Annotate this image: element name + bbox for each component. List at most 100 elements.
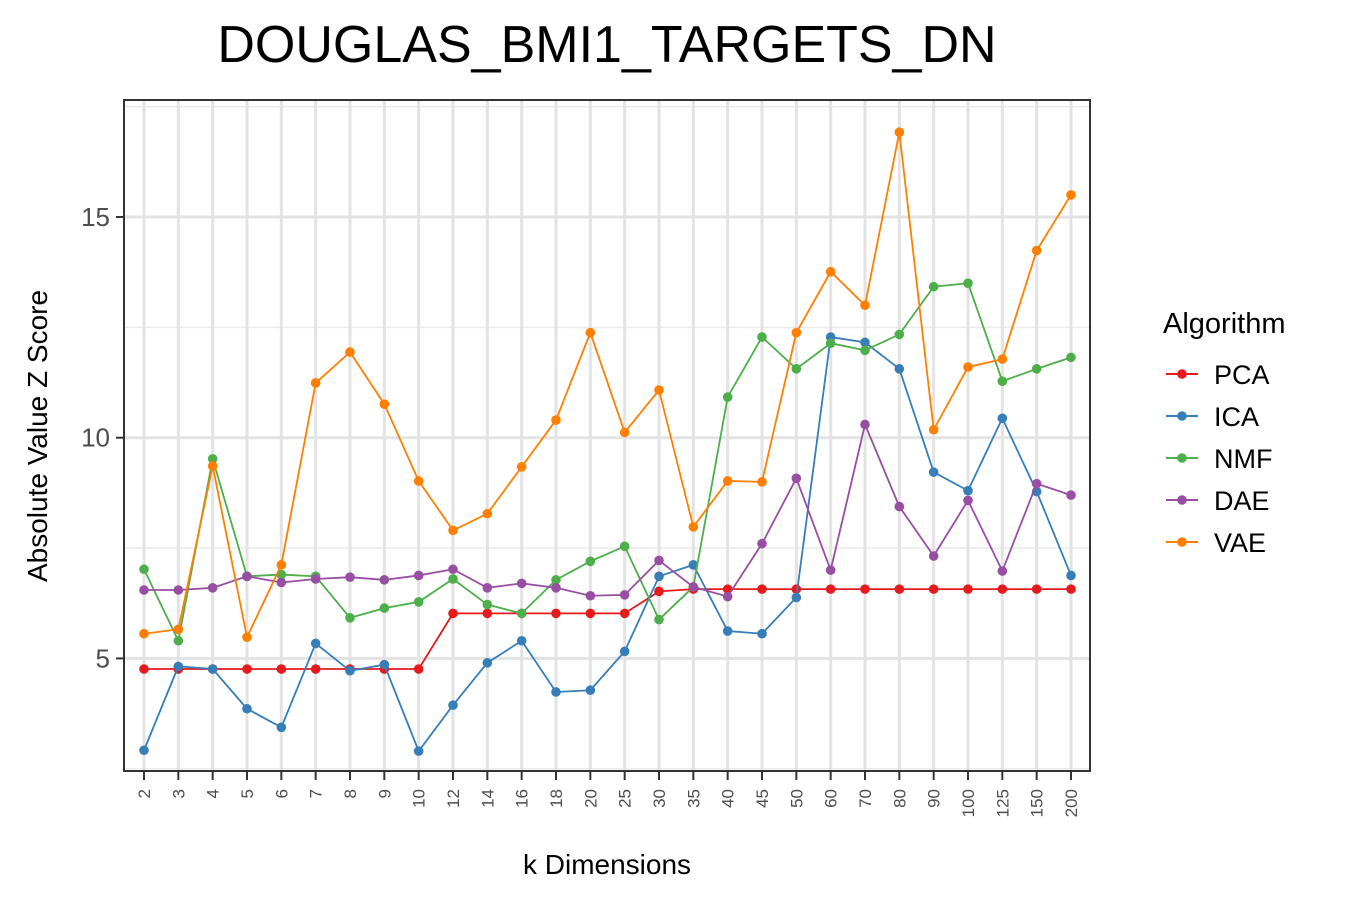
data-point-dae bbox=[310, 574, 321, 584]
data-point-nmf bbox=[585, 556, 596, 567]
data-point-dae bbox=[482, 582, 493, 593]
y-tick-label: 5 bbox=[96, 643, 110, 673]
data-point-vae bbox=[894, 127, 905, 138]
x-axis-label: k Dimensions bbox=[523, 849, 691, 880]
x-tick-label: 200 bbox=[1062, 789, 1081, 817]
data-point-vae bbox=[619, 427, 630, 438]
data-point-ica bbox=[997, 413, 1008, 424]
data-point-pca bbox=[551, 608, 561, 619]
data-point-pca bbox=[139, 664, 149, 674]
legend-key-point-dae bbox=[1177, 495, 1187, 505]
x-tick-label: 18 bbox=[547, 789, 566, 808]
data-point-vae bbox=[345, 347, 355, 357]
data-point-dae bbox=[963, 495, 973, 506]
x-tick-label: 9 bbox=[375, 789, 394, 798]
data-point-ica bbox=[242, 703, 252, 714]
x-tick-label: 4 bbox=[204, 789, 223, 798]
data-point-dae bbox=[139, 585, 149, 595]
data-point-nmf bbox=[448, 574, 458, 584]
data-point-ica bbox=[654, 571, 664, 582]
data-point-nmf bbox=[894, 329, 905, 340]
data-point-ica bbox=[894, 364, 905, 374]
data-point-vae bbox=[482, 508, 493, 519]
data-point-dae bbox=[825, 565, 836, 575]
series-line-vae bbox=[143, 132, 1072, 641]
data-point-vae bbox=[310, 378, 321, 388]
series-line-nmf bbox=[143, 282, 1072, 644]
y-axis: 5 10 15 bbox=[81, 202, 124, 673]
data-point-pca bbox=[963, 584, 973, 594]
data-point-ica bbox=[345, 665, 355, 676]
data-point-pca bbox=[448, 608, 458, 619]
x-tick-label: 40 bbox=[719, 789, 738, 808]
data-point-dae bbox=[585, 590, 596, 601]
data-point-ica bbox=[551, 687, 561, 697]
plot-panel-border bbox=[123, 99, 1091, 772]
series-line-pca bbox=[144, 588, 1071, 670]
data-point-pca bbox=[1031, 584, 1042, 594]
data-point-pca bbox=[997, 584, 1008, 594]
data-point-dae bbox=[207, 582, 218, 593]
data-point-vae bbox=[963, 362, 973, 372]
data-point-nmf bbox=[345, 613, 355, 623]
series-layer bbox=[139, 127, 1076, 756]
data-point-dae bbox=[1031, 478, 1042, 489]
data-point-vae bbox=[173, 624, 184, 635]
legend-title: Algorithm bbox=[1163, 308, 1286, 340]
data-point-dae bbox=[413, 570, 424, 581]
data-point-ica bbox=[688, 560, 699, 570]
data-point-pca bbox=[242, 664, 252, 674]
legend-items: PCA ICA NMF DAE VAE bbox=[1166, 360, 1272, 558]
data-point-ica bbox=[963, 485, 973, 496]
data-point-pca bbox=[757, 584, 767, 594]
data-point-nmf bbox=[654, 614, 664, 625]
data-point-dae bbox=[551, 582, 561, 593]
x-tick-label: 20 bbox=[581, 789, 600, 808]
data-point-ica bbox=[757, 628, 767, 639]
data-point-nmf bbox=[1066, 352, 1076, 363]
data-point-ica bbox=[1066, 570, 1076, 581]
data-point-nmf bbox=[619, 541, 630, 552]
data-point-vae bbox=[516, 462, 527, 472]
data-point-dae bbox=[997, 566, 1008, 576]
data-point-ica bbox=[448, 700, 458, 711]
x-tick-label: 35 bbox=[684, 789, 703, 808]
data-point-pca bbox=[654, 586, 664, 597]
data-point-dae bbox=[860, 419, 870, 430]
data-point-ica bbox=[482, 658, 493, 668]
data-point-nmf bbox=[173, 635, 184, 646]
legend-label-ica: ICA bbox=[1214, 402, 1259, 432]
data-point-nmf bbox=[722, 392, 733, 402]
data-point-nmf bbox=[551, 575, 561, 585]
data-point-dae bbox=[173, 585, 184, 595]
data-point-ica bbox=[139, 745, 149, 756]
data-point-pca bbox=[894, 584, 905, 594]
data-point-nmf bbox=[482, 599, 493, 610]
data-point-dae bbox=[242, 571, 252, 582]
data-point-ica bbox=[860, 337, 870, 348]
data-point-ica bbox=[722, 626, 733, 636]
x-tick-label: 50 bbox=[787, 789, 806, 808]
x-tick-label: 150 bbox=[1028, 789, 1047, 817]
data-point-nmf bbox=[139, 564, 149, 575]
x-tick-label: 70 bbox=[856, 789, 875, 808]
data-point-pca bbox=[310, 664, 321, 674]
data-point-nmf bbox=[516, 608, 527, 619]
data-point-vae bbox=[997, 354, 1008, 364]
data-point-dae bbox=[1066, 490, 1076, 500]
legend-label-vae: VAE bbox=[1214, 528, 1266, 558]
legend-label-nmf: NMF bbox=[1214, 444, 1272, 474]
data-point-dae bbox=[757, 538, 767, 549]
data-point-pca bbox=[413, 664, 424, 674]
data-point-nmf bbox=[379, 603, 390, 613]
x-tick-label: 16 bbox=[513, 789, 532, 808]
legend-key-point-vae bbox=[1177, 537, 1187, 547]
chart-title: DOUGLAS_BMI1_TARGETS_DN bbox=[217, 16, 996, 74]
x-tick-label: 30 bbox=[650, 789, 669, 808]
data-point-vae bbox=[413, 476, 424, 486]
y-tick-label: 15 bbox=[81, 202, 110, 232]
data-point-dae bbox=[345, 572, 355, 583]
data-point-ica bbox=[516, 635, 527, 646]
series-line-ica bbox=[143, 336, 1072, 753]
